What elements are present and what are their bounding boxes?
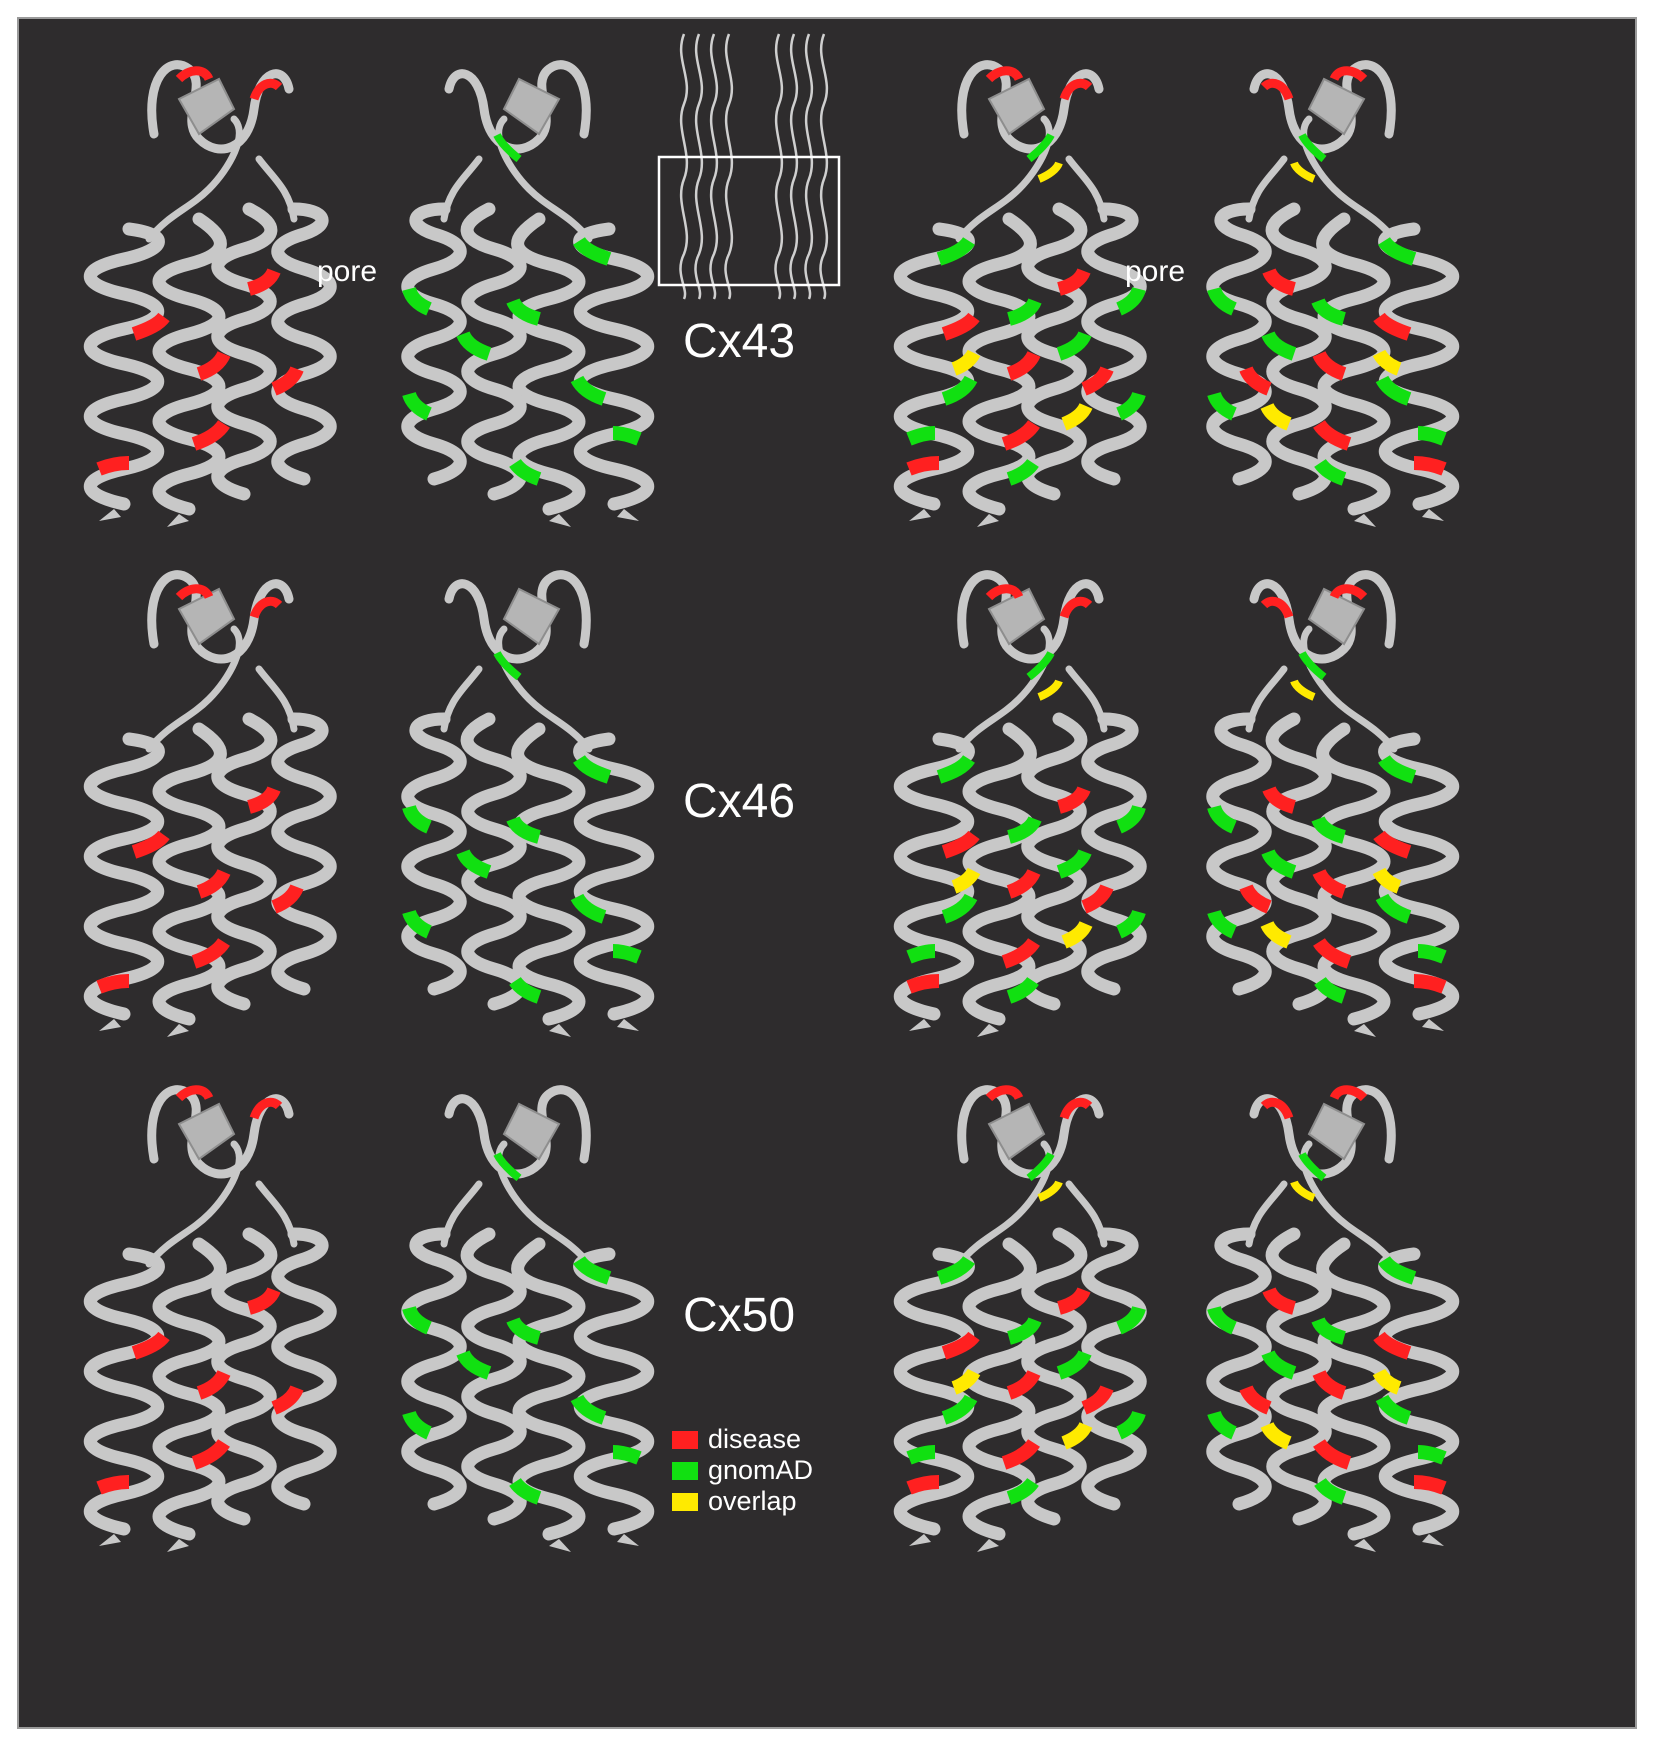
ribbon-helix-bundle-icon (900, 575, 1140, 1037)
legend-label-overlap: overlap (708, 1486, 797, 1516)
ribbon-helix-bundle-icon (900, 65, 1140, 527)
pore-label-right: pore (1125, 255, 1185, 288)
legend-swatch-overlap (672, 1493, 698, 1511)
structure-figure: Cx43 Cx46 Cx50 pore pore disease gnomAD … (19, 32, 1635, 1727)
pore-label-left: pore (317, 255, 377, 288)
ribbon-helix-bundle-icon (1213, 575, 1453, 1037)
ribbon-helix-bundle-icon (90, 1090, 330, 1552)
ribbon-helix-bundle-icon (90, 575, 330, 1037)
row-label-cx50: Cx50 (683, 1289, 795, 1342)
row-label-cx46: Cx46 (683, 775, 795, 828)
gap-junction-overview-icon (657, 32, 841, 301)
legend: disease gnomAD overlap (672, 1424, 813, 1516)
legend-swatch-gnomad (672, 1462, 698, 1480)
figure-panel: Cx43 Cx46 Cx50 pore pore disease gnomAD … (17, 17, 1637, 1729)
ribbon-helix-bundle-icon (408, 65, 648, 527)
ribbon-helix-bundle-icon (408, 1090, 648, 1552)
ribbon-helix-bundle-icon (408, 575, 648, 1037)
legend-label-gnomad: gnomAD (708, 1455, 813, 1485)
row-label-cx43: Cx43 (683, 315, 795, 368)
ribbon-helix-bundle-icon (1213, 1090, 1453, 1552)
legend-swatch-disease (672, 1431, 698, 1449)
ribbon-helix-bundle-icon (900, 1090, 1140, 1552)
legend-label-disease: disease (708, 1424, 801, 1454)
ribbon-helix-bundle-icon (1213, 65, 1453, 527)
ribbon-helix-bundle-icon (90, 65, 330, 527)
